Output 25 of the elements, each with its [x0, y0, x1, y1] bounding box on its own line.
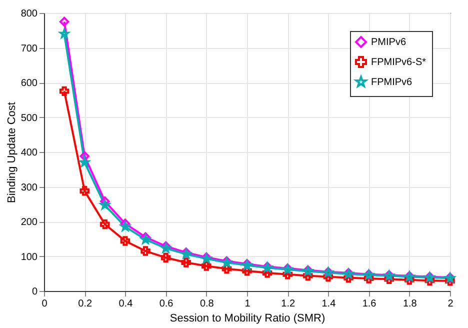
x-tick-label: 0.2: [78, 298, 92, 310]
x-tick-label: 0: [42, 298, 48, 310]
x-tick-label: 1.4: [322, 298, 336, 310]
legend-label: FPMIPv6-S*: [371, 57, 426, 68]
x-tick-label: 0.4: [118, 298, 134, 310]
x-axis-title: Session to Mobility Ratio (SMR): [170, 312, 326, 324]
x-tick-label: 1.2: [281, 298, 296, 310]
x-tick-label: 2: [448, 298, 454, 310]
y-tick-label: 400: [20, 148, 38, 158]
y-tick-label: 700: [20, 43, 38, 54]
y-tick-label: 200: [20, 217, 38, 228]
x-tick-label: 1: [244, 298, 251, 310]
y-tick-label: 300: [20, 182, 38, 194]
y-axis-title: Binding Update Cost: [6, 102, 18, 203]
x-tick-label: 1.6: [362, 298, 377, 310]
y-tick-label: 0: [32, 286, 38, 298]
legend-label: PMIPv6: [371, 37, 406, 48]
y-tick-label: 600: [20, 78, 38, 89]
x-tick-label: 1.8: [402, 298, 418, 310]
y-tick-label: 800: [20, 8, 38, 20]
y-tick-label: 500: [20, 112, 38, 124]
x-tick-label: 0.8: [200, 298, 214, 310]
y-tick-label: 100: [20, 252, 38, 263]
legend-label: FPMIPv6: [371, 77, 413, 88]
x-tick-label: 0.6: [159, 298, 174, 310]
